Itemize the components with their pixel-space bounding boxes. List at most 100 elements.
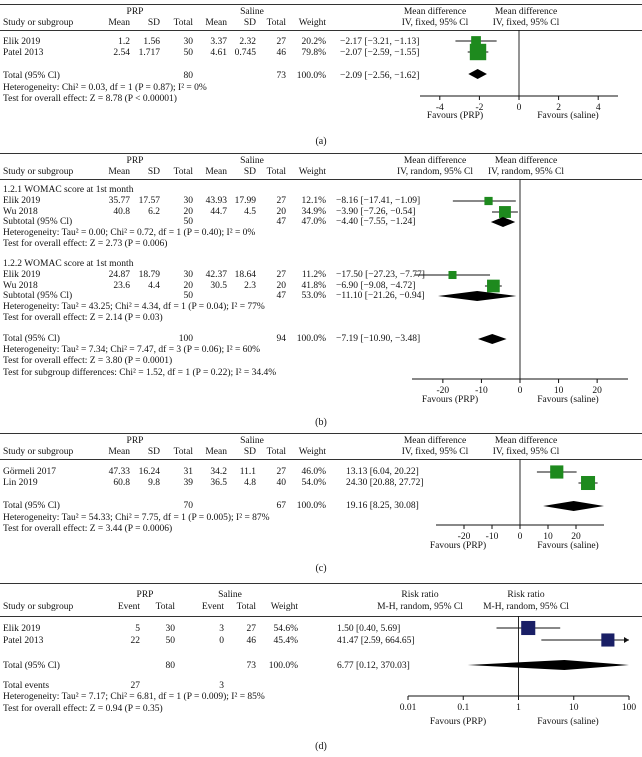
- total-ci: −2.09 [−2.56, −1.62]: [340, 71, 420, 81]
- x-tick-label: 0: [518, 386, 523, 396]
- ci-arrow: [624, 637, 629, 643]
- header-total1: Total: [173, 167, 193, 177]
- cell-weight: 46.0%: [301, 467, 326, 477]
- header-event2: Event: [201, 602, 224, 612]
- cell-sd2: 0.745: [234, 48, 256, 58]
- cell-n1: 39: [183, 478, 194, 488]
- total-n1: 70: [183, 501, 194, 511]
- cell-n2: 27: [276, 37, 287, 47]
- study-name: Elik 2019: [3, 270, 41, 280]
- study-marker: [550, 465, 564, 479]
- header-effect-method: IV, fixed, 95% Cl: [401, 18, 469, 28]
- cell-mean2: 4.61: [210, 48, 227, 58]
- total-ci: 6.77 [0.12, 370.03]: [337, 661, 410, 671]
- heterogeneity-note: Heterogeneity: Tau² = 0.00; Chi² = 0.72,…: [3, 228, 256, 238]
- header-group2: Saline: [240, 436, 264, 446]
- cell-sd1: 17.57: [138, 196, 160, 206]
- cell-n2: 20: [276, 207, 287, 217]
- cell-weight: 11.2%: [301, 270, 326, 280]
- forest-plot-a: -4 -2 0 2 4: [420, 30, 618, 113]
- overall-effect-note: Test for overall effect: Z = 3.80 (P = 0…: [3, 356, 173, 366]
- x-tick-label: -10: [475, 386, 488, 396]
- header-sd1: SD: [147, 18, 160, 28]
- header-mean2: Mean: [205, 18, 227, 28]
- total-n2: 67: [276, 501, 287, 511]
- study-marker: [448, 270, 457, 280]
- header-mean1: Mean: [108, 167, 130, 177]
- x-tick-label: 0: [518, 532, 523, 542]
- subtotal-ci: −11.10 [−21.26, −0.94]: [336, 291, 425, 301]
- subtotal-label: Subtotal (95% Cl): [3, 291, 73, 301]
- favours-right: Favours (saline): [537, 395, 599, 405]
- cell-mean1: 47.33: [108, 467, 130, 477]
- total-label: Total (95% Cl): [3, 661, 60, 671]
- cell-sd1: 1.56: [143, 37, 160, 47]
- total-ci: −7.19 [−10.90, −3.48]: [336, 334, 421, 344]
- cell-n2: 46: [246, 636, 257, 646]
- header-effect-method: IV, fixed, 95% Cl: [401, 447, 469, 457]
- total-weight: 100.0%: [296, 334, 326, 344]
- header-group1: PRP: [126, 156, 144, 166]
- cell-weight: 54.6%: [273, 624, 298, 634]
- cell-n1: 50: [165, 636, 176, 646]
- pooled-diamond: [543, 501, 604, 511]
- header-study: Study or subgroup: [3, 447, 74, 457]
- favours-right: Favours (saline): [537, 717, 599, 727]
- cell-mean2: 36.5: [210, 478, 227, 488]
- header-sd2: SD: [243, 167, 256, 177]
- study-name: Patel 2013: [3, 636, 44, 646]
- cell-sd1: 16.24: [138, 467, 160, 477]
- favours-left: Favours (PRP): [426, 111, 484, 121]
- header-plot-title: Mean difference: [494, 436, 558, 446]
- favours-left: Favours (PRP): [421, 395, 479, 405]
- header-group2: Saline: [218, 590, 242, 600]
- total-label: Total (95% Cl): [3, 501, 60, 511]
- cell-ci: 1.50 [0.40, 5.69]: [337, 624, 401, 634]
- cell-ci: −2.07 [−2.59, −1.55]: [340, 48, 420, 58]
- study-marker: [487, 279, 500, 293]
- cell-n2: 27: [276, 196, 287, 206]
- header-study: Study or subgroup: [3, 167, 74, 177]
- header-sd2: SD: [243, 18, 256, 28]
- total-n2: 73: [276, 71, 287, 81]
- cell-sd2: 17.99: [234, 196, 256, 206]
- cell-ci: 24.30 [20.88, 27.72]: [346, 478, 424, 488]
- cell-n1: 20: [183, 281, 194, 291]
- header-study: Study or subgroup: [3, 602, 74, 612]
- cell-n1: 30: [165, 624, 176, 634]
- cell-mean2: 42.37: [205, 270, 227, 280]
- cell-mean1: 35.77: [108, 196, 130, 206]
- x-tick-label: -10: [486, 532, 499, 542]
- forest-plot-b: -20 -10 0 10 20: [412, 179, 628, 396]
- header-sd1: SD: [147, 447, 160, 457]
- total-n2: 94: [276, 334, 287, 344]
- cell-weight: 12.1%: [301, 196, 326, 206]
- header-group1: PRP: [126, 436, 144, 446]
- cell-n1: 20: [183, 207, 194, 217]
- header-effect-method: IV, random, 95% Cl: [396, 167, 474, 177]
- total-label: Total (95% Cl): [3, 71, 60, 81]
- subgroup-difference-note: Test for subgroup differences: Chi² = 1.…: [3, 368, 277, 378]
- pooled-diamond: [437, 291, 517, 301]
- heterogeneity-note: Heterogeneity: Tau² = 7.34; Chi² = 7.47,…: [3, 345, 261, 355]
- header-effect-title: Mean difference: [403, 436, 467, 446]
- panel-d: PRP Saline Risk ratio Risk ratio Study o…: [0, 580, 642, 757]
- pooled-diamond: [477, 334, 507, 344]
- header-weight: Weight: [298, 447, 326, 457]
- overall-effect-note: Test for overall effect: Z = 0.94 (P = 0…: [3, 704, 163, 714]
- panel-a: PRP Saline Mean difference Mean differen…: [0, 0, 642, 150]
- header-mean2: Mean: [205, 447, 227, 457]
- study-name: Elik 2019: [3, 196, 41, 206]
- panel-caption: (c): [315, 563, 327, 574]
- subtotal-n2: 47: [276, 291, 287, 301]
- x-tick-label: 100: [622, 703, 637, 713]
- study-marker: [471, 36, 481, 46]
- cell-ci: 13.13 [6.04, 20.22]: [346, 467, 419, 477]
- x-tick-label: -4: [436, 103, 444, 113]
- cell-n1: 30: [183, 37, 194, 47]
- header-mean1: Mean: [108, 18, 130, 28]
- cell-ci: 41.47 [2.59, 664.65]: [337, 636, 415, 646]
- panel-b: PRP Saline Mean difference Mean differen…: [0, 150, 642, 430]
- header-total2: Total: [266, 447, 286, 457]
- header-study: Study or subgroup: [3, 18, 74, 28]
